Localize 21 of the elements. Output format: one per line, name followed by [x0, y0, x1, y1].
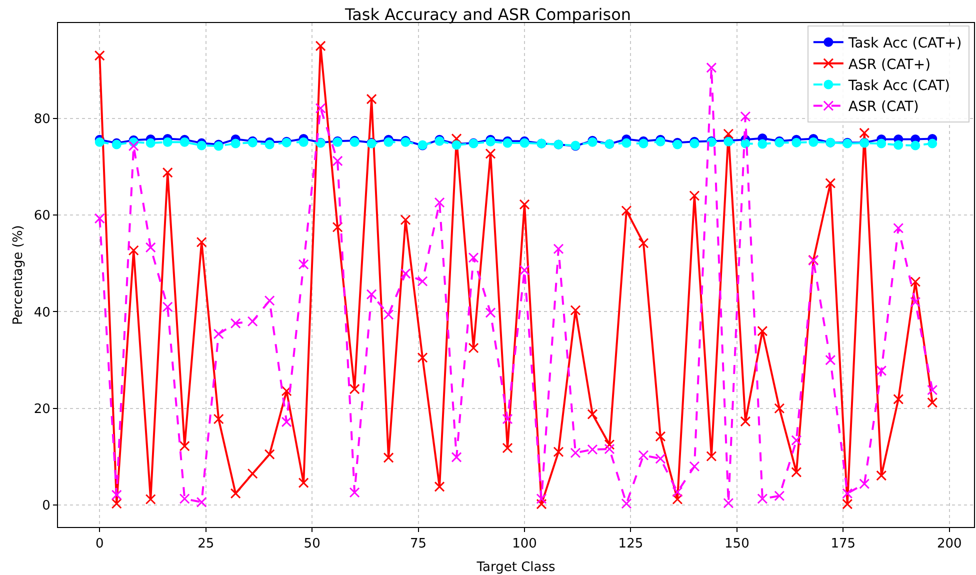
y-axis-title: Percentage (%)	[10, 225, 26, 325]
chart-title: Task Accuracy and ASR Comparison	[344, 4, 632, 24]
y-tick-label: 20	[34, 402, 50, 417]
x-tick-label: 200	[936, 536, 962, 552]
legend-label: ASR (CAT)	[848, 99, 919, 116]
x-tick-label: 150	[724, 536, 750, 552]
legend-label: Task Acc (CAT)	[847, 78, 950, 94]
x-tick-label: 75	[410, 536, 427, 552]
x-tick-label: 50	[304, 536, 320, 552]
x-tick-label: 125	[618, 536, 644, 552]
y-tick-label: 80	[34, 112, 50, 127]
x-tick-label: 25	[198, 536, 214, 552]
y-tick-label: 40	[34, 305, 50, 320]
y-tick-label: 60	[34, 208, 50, 224]
x-tick-label: 100	[512, 536, 537, 552]
x-tick-label: 0	[96, 536, 104, 552]
x-axis-title: Target Class	[476, 560, 556, 575]
legend-label: Task Acc (CAT+)	[847, 36, 962, 52]
y-tick-label: 0	[42, 498, 50, 514]
legend-label: ASR (CAT+)	[848, 56, 931, 73]
x-tick-label: 175	[830, 536, 856, 552]
